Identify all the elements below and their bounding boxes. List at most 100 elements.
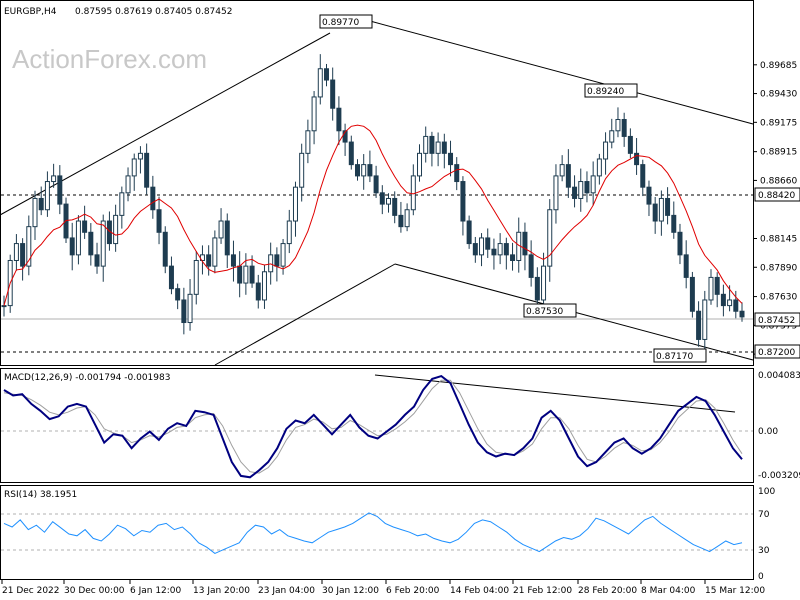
candle-body <box>342 130 348 143</box>
candle-body <box>243 265 249 284</box>
candle-body <box>336 107 342 132</box>
candle-body <box>727 299 733 307</box>
candle-body <box>361 164 367 177</box>
rsi-tick-70: 70 <box>758 510 770 520</box>
candle-body <box>26 226 32 267</box>
price-tag-087452: 0.87452 <box>754 312 800 327</box>
candle-body <box>435 141 441 154</box>
annotation-high-089770: 0.89770 <box>319 14 373 29</box>
candle-body <box>658 197 664 222</box>
price-tick-label: 0.87890 <box>760 263 797 273</box>
candle-body <box>44 181 50 211</box>
rsi-tick-0: 0 <box>758 572 764 582</box>
candle-body <box>386 197 392 205</box>
candle-body <box>683 254 689 278</box>
candle-body <box>162 231 168 267</box>
candle-body <box>528 254 534 278</box>
candle-body <box>652 203 658 222</box>
candle-body <box>330 79 336 109</box>
candle-body <box>417 152 423 177</box>
price-tick-label: 0.89175 <box>760 118 797 128</box>
macd-tick-top: 0.004083 <box>758 371 800 381</box>
candle-body <box>348 141 354 166</box>
time-tick-label: 21 Feb 12:00 <box>513 586 572 596</box>
price-tick-label: 0.89430 <box>760 90 797 100</box>
candle-body <box>137 152 143 160</box>
rsi-panel-frame <box>0 485 754 580</box>
candle-body <box>57 175 63 205</box>
candle-body <box>615 119 621 132</box>
candle-body <box>671 214 677 233</box>
candle-body <box>559 164 565 177</box>
candle-body <box>212 237 218 267</box>
candle-body <box>454 164 460 183</box>
candle-body <box>448 152 454 166</box>
candle-body <box>1 305 7 308</box>
candle-body <box>379 192 385 205</box>
price-tags: 0.88420 0.87452 0.87200 <box>754 187 800 359</box>
candle-body <box>175 288 181 301</box>
candle-body <box>603 141 609 160</box>
candle-body <box>51 175 57 183</box>
time-tick-label: 30 Dec 00:00 <box>64 586 125 596</box>
candle-body <box>392 197 398 216</box>
annotation-high-089770-box <box>319 14 373 29</box>
candle-body <box>565 164 571 188</box>
time-tick-label: 13 Jan 20:00 <box>193 586 250 596</box>
candle-body <box>305 130 311 154</box>
time-tick-label: 21 Dec 2022 <box>2 586 60 596</box>
candle-body <box>268 254 274 273</box>
time-tick-label: 28 Feb 20:00 <box>578 586 637 596</box>
candle-body <box>497 243 503 256</box>
price-tag-087200-text: 0.87200 <box>758 348 795 358</box>
candle-body <box>503 243 509 256</box>
candle-body <box>286 220 292 245</box>
candle-body <box>13 243 19 261</box>
time-tick-label: 6 Jan 12:00 <box>130 586 182 596</box>
candle-body <box>590 175 596 194</box>
candle-body <box>299 152 305 188</box>
candle-body <box>733 299 739 312</box>
candle-body <box>367 164 373 177</box>
candle-body <box>150 186 156 211</box>
time-axis: 21 Dec 2022 30 Dec 00:00 6 Jan 12:00 13 Jan… <box>1 580 765 596</box>
candle-body <box>249 265 255 284</box>
candle-body <box>646 186 652 205</box>
price-tick-label: 0.88145 <box>760 234 797 244</box>
candle-body <box>634 152 640 166</box>
candle-body <box>640 164 646 188</box>
macd-tick-zero: 0.00 <box>758 427 778 437</box>
candle-body <box>119 192 125 216</box>
candle-body <box>485 237 491 250</box>
candle-body <box>466 220 472 245</box>
macd-panel-frame <box>0 368 754 483</box>
candle-body <box>404 209 410 228</box>
candle-body <box>472 243 478 256</box>
candle-body <box>460 181 466 222</box>
candle-body <box>131 158 137 177</box>
rsi-tick-100: 100 <box>758 487 775 497</box>
candle-body <box>596 158 602 177</box>
candle-body <box>323 68 329 81</box>
price-tag-088420: 0.88420 <box>754 187 800 202</box>
rsi-line <box>3 512 743 554</box>
candle-body <box>181 299 187 324</box>
candle-body <box>230 254 236 267</box>
candle-body <box>578 181 584 199</box>
candle-body <box>739 310 745 318</box>
candle-body <box>479 237 485 256</box>
candle-body <box>274 254 280 267</box>
candle-body <box>311 96 317 132</box>
price-tag-087452-box <box>754 312 800 327</box>
macd-axis: 0.004083 0.00 -0.003209 <box>758 371 800 481</box>
candle-body <box>218 220 224 239</box>
candle-body <box>69 237 75 256</box>
main-panel-frame <box>0 0 754 366</box>
candle-body <box>584 181 590 194</box>
price-annotations: 0.89770 0.89240 0.87530 0.87170 <box>319 14 707 363</box>
candle-body <box>429 135 435 154</box>
rsi-axis: 100 70 30 0 <box>758 487 775 582</box>
price-tick-label: 0.89685 <box>760 61 797 71</box>
candle-body <box>714 276 720 295</box>
